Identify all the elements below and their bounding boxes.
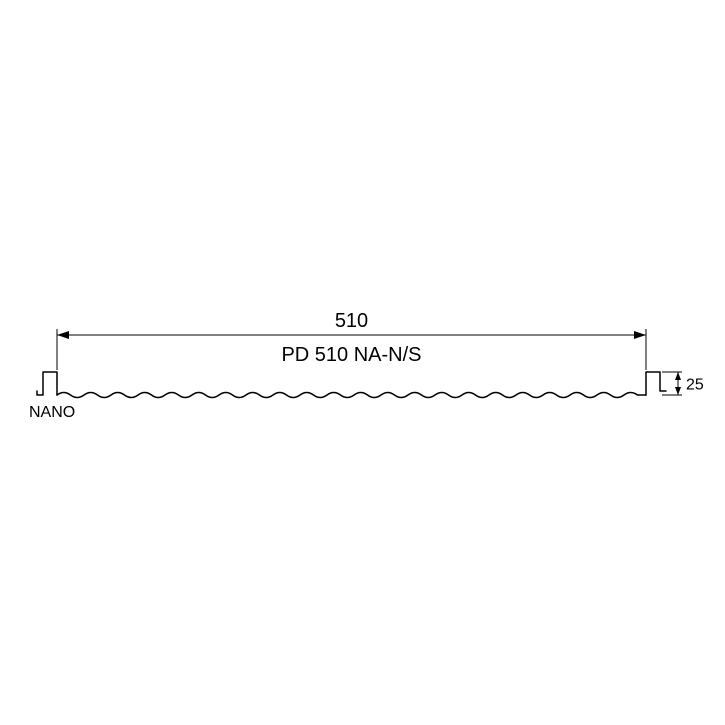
profile-shape [37,372,666,398]
height-value: 25 [686,377,704,394]
model-label: PD 510 NA-N/S [281,344,421,366]
surface-label: NANO [29,404,75,421]
width-value: 510 [335,310,368,332]
profile-diagram: 510 25 PD 510 NA-N/S NANO [0,0,725,725]
